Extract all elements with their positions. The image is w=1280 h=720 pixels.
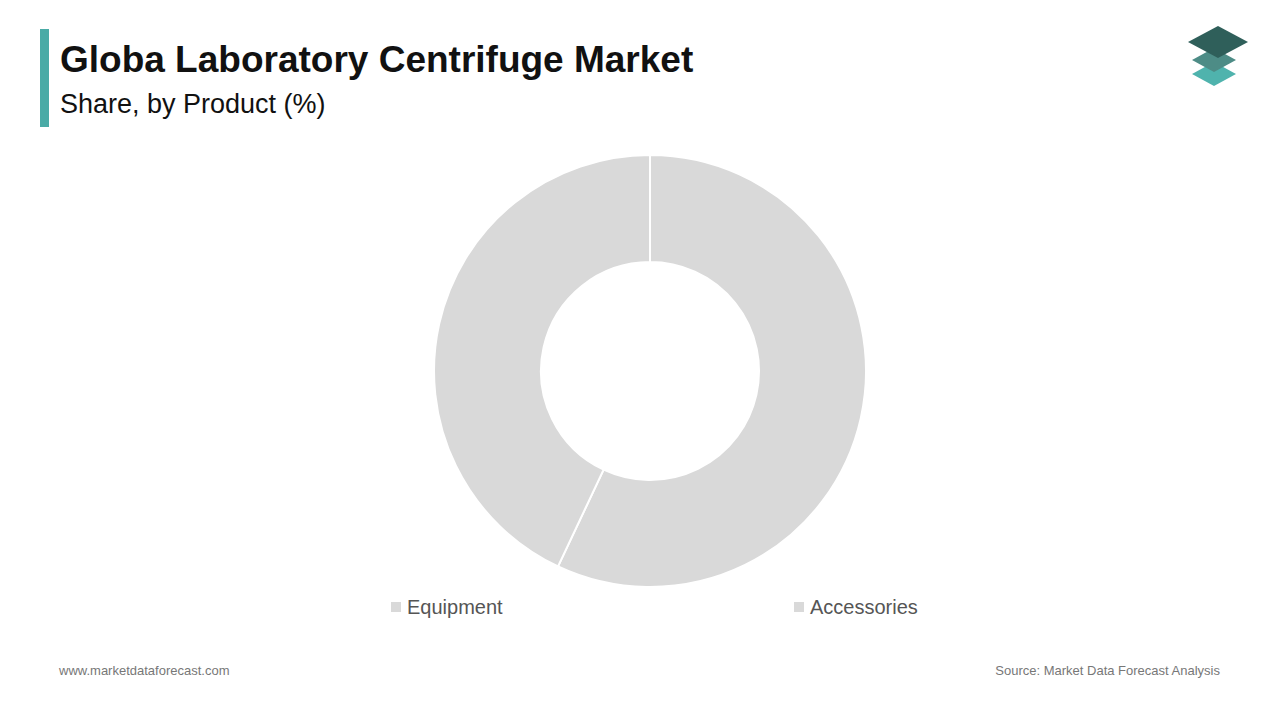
chart: Globa Laboratory Centrifuge Market Share,…	[0, 0, 1280, 720]
title: Globa Laboratory Centrifuge Market	[60, 39, 693, 80]
website: www.marketdataforecast.com	[58, 663, 230, 678]
legend-label: Equipment	[407, 596, 503, 618]
legend-swatch	[794, 602, 804, 612]
logo-layer	[1188, 26, 1248, 58]
legend-label: Accessories	[810, 596, 918, 618]
legend-swatch	[391, 602, 401, 612]
source: Source: Market Data Forecast Analysis	[995, 663, 1220, 678]
donut	[434, 155, 866, 587]
subtitle: Share, by Product (%)	[60, 89, 326, 119]
title-accent	[40, 29, 49, 127]
logo	[1188, 26, 1248, 86]
donut-slice	[434, 155, 650, 566]
